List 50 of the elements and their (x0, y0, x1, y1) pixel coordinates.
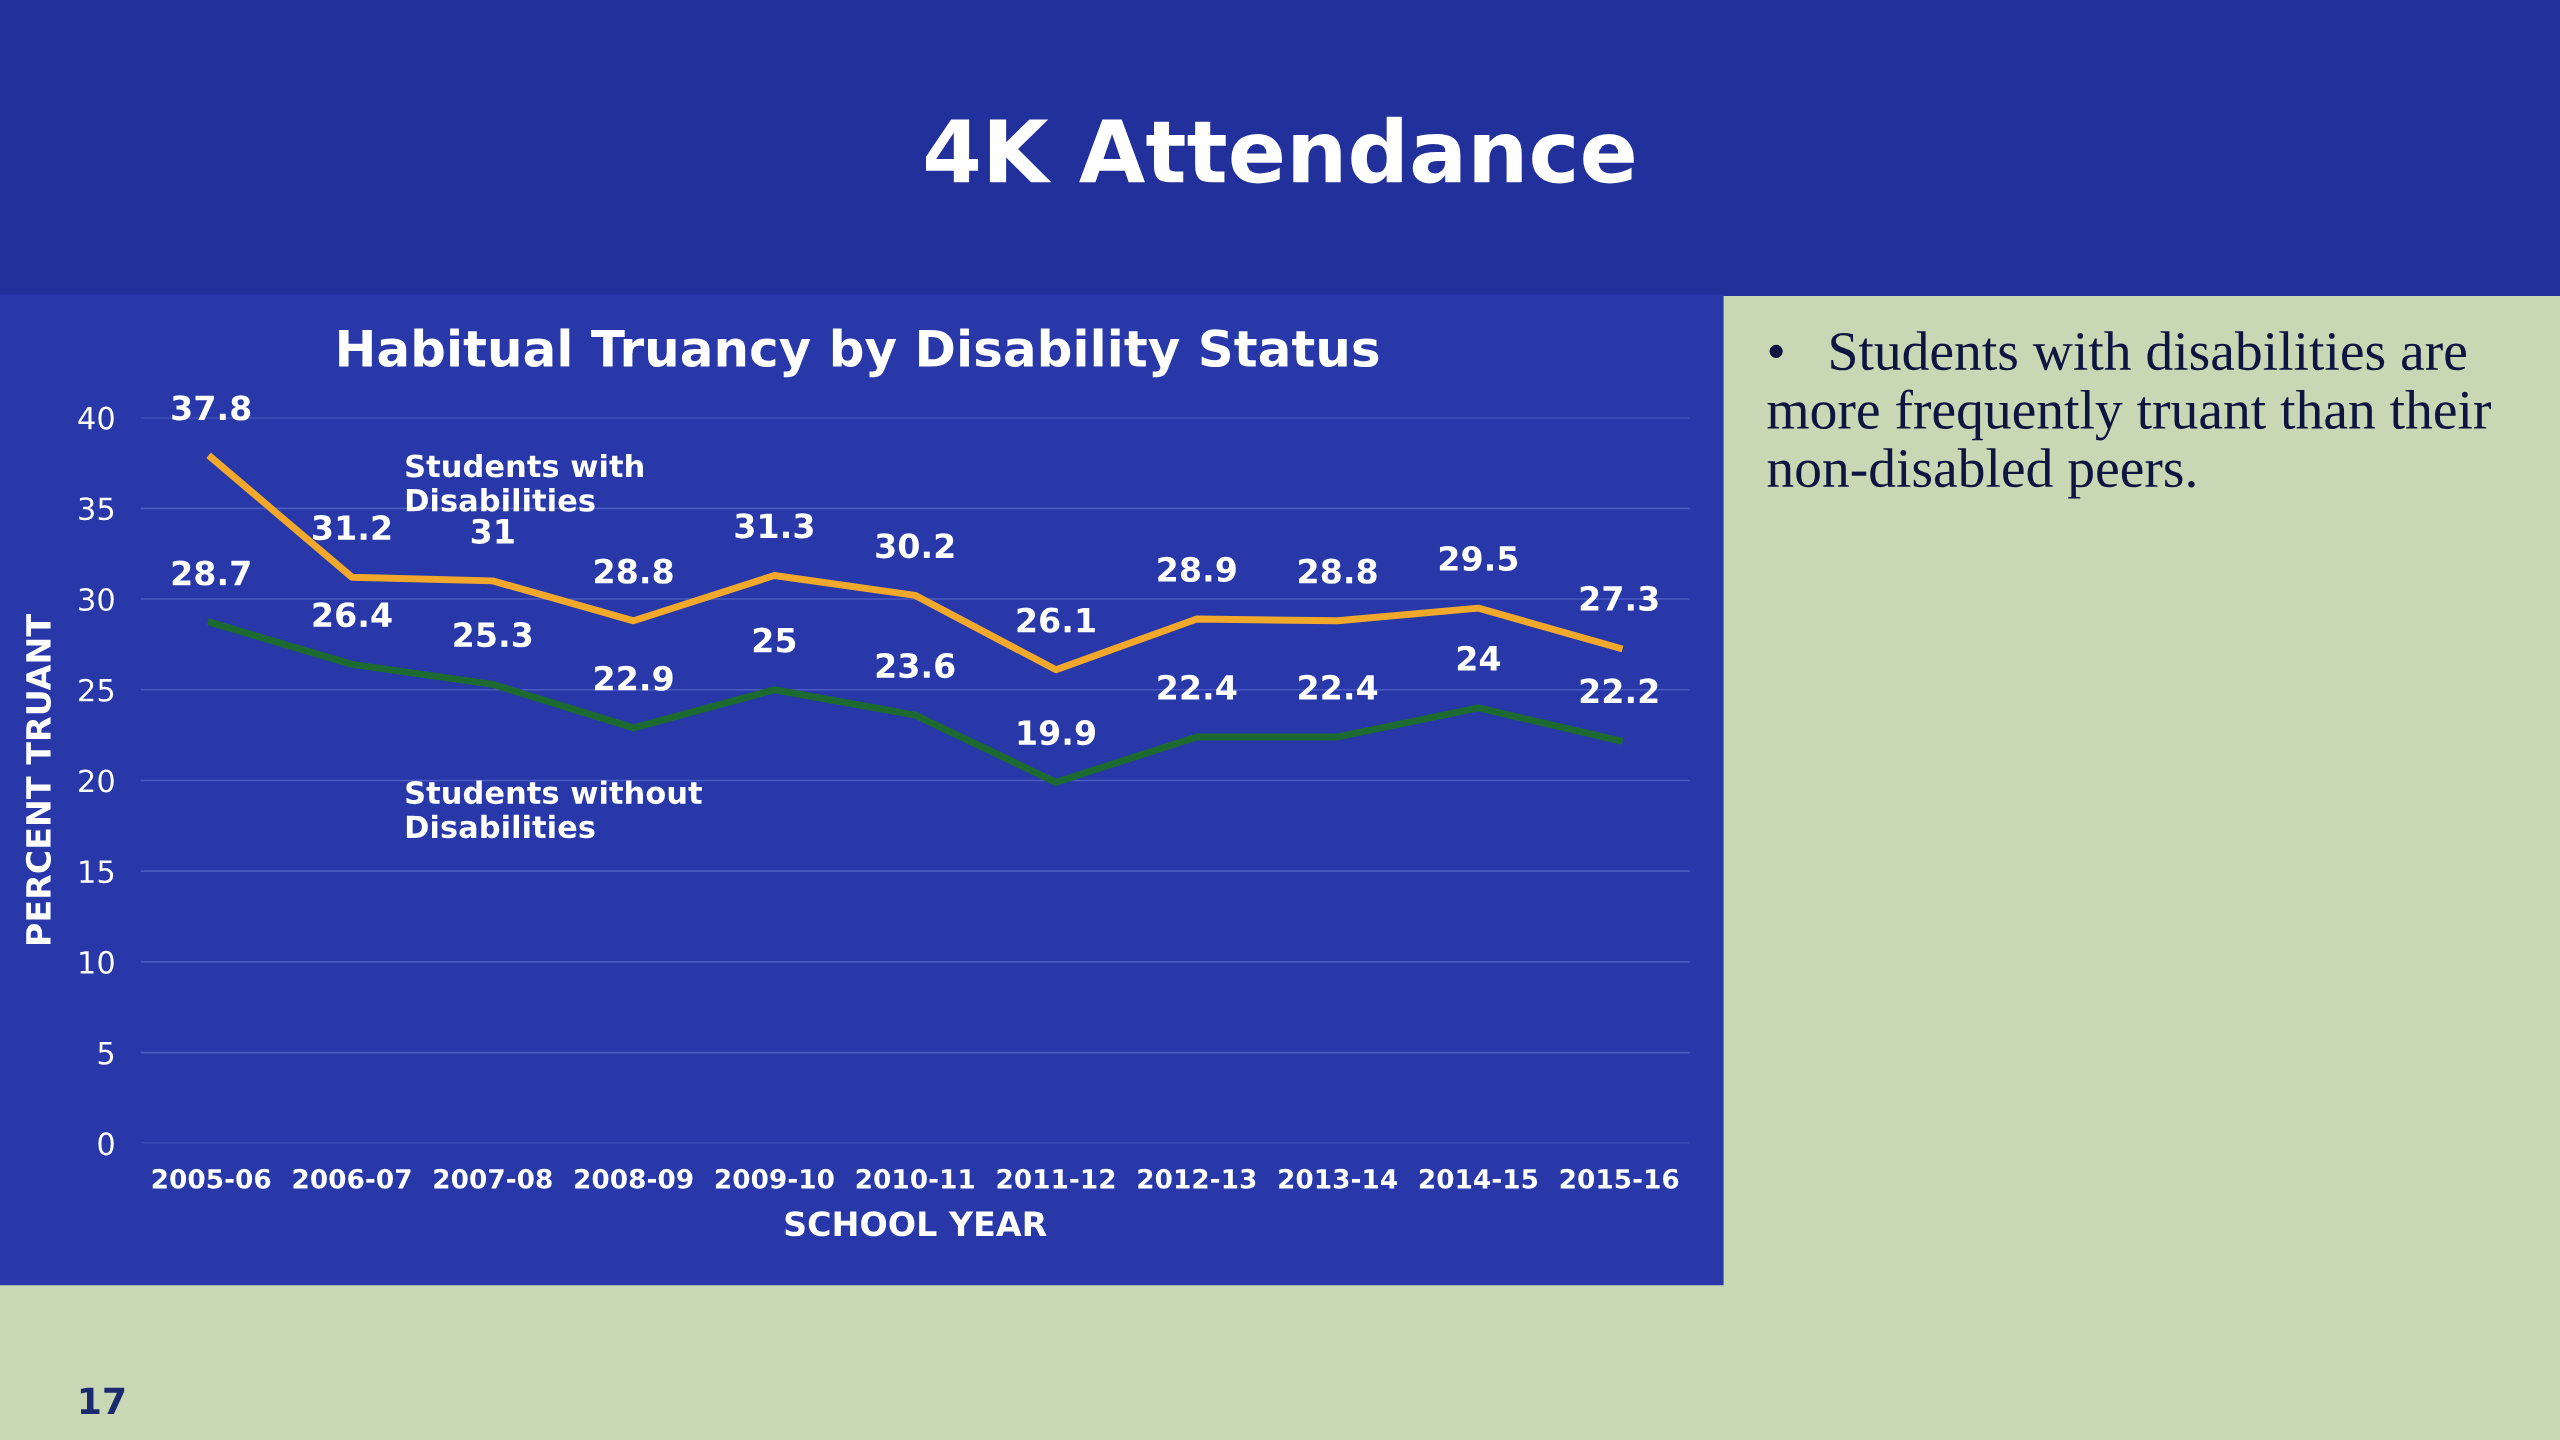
data-label: 31.2 (313, 515, 391, 541)
data-label: 24 (1457, 645, 1501, 671)
x-tick-label: 2006-07 (293, 1168, 411, 1189)
x-tick-label: 2005-06 (152, 1168, 271, 1189)
data-label: 31 (471, 518, 514, 544)
text: Students with Disabilities (406, 453, 643, 512)
y-tick-label: 30 (79, 587, 114, 612)
x-tick-label: 2010-11 (856, 1168, 974, 1189)
data-label: 28.8 (595, 558, 673, 584)
x-axis-title: SCHOOL YEAR (785, 1211, 1047, 1237)
data-label: 29.5 (1439, 545, 1518, 572)
y-tick-label: 15 (80, 860, 114, 884)
x-tick-label: 2014-15 (1419, 1168, 1538, 1189)
x-tick-label: 2015-16 (1560, 1168, 1679, 1189)
data-label: 37.8 (172, 395, 251, 421)
text: Students without Disabilities (406, 780, 702, 839)
data-label: 27.3 (1580, 585, 1658, 612)
y-tick-label: 35 (79, 497, 114, 521)
text: • Students with disabilities are more frequently truant than their non-disabled peers. (1767, 331, 2491, 499)
x-tick-label: 2009-10 (715, 1168, 834, 1189)
text: 17 (80, 1387, 125, 1414)
chart-subtitle: Habitual Truancy by Disability Status (339, 328, 1379, 378)
data-label: 22.4 (1158, 674, 1237, 700)
data-label: 31.3 (735, 513, 813, 539)
data-label: 19.9 (1018, 720, 1095, 746)
y-tick-label: 10 (80, 950, 114, 974)
data-label: 28.7 (172, 560, 250, 586)
y-tick-label: 20 (79, 769, 114, 793)
data-label: 22.2 (1580, 678, 1658, 704)
data-label: 30.2 (876, 533, 954, 559)
x-tick-label: 2013-14 (1279, 1168, 1397, 1189)
chart-title: 4K Attendance (925, 116, 1634, 184)
y-tick-label: 0 (98, 1132, 114, 1156)
y-axis-title: PERCENT TRUANT (25, 614, 52, 945)
x-tick-label: 2011-12 (997, 1168, 1115, 1189)
x-tick-label: 2008-09 (575, 1168, 693, 1189)
data-label: 28.8 (1299, 558, 1377, 584)
data-label: 28.9 (1158, 556, 1236, 582)
data-label: 25.3 (454, 622, 532, 648)
data-label: 25 (753, 627, 796, 653)
x-tick-label: 2012-13 (1138, 1168, 1256, 1189)
y-tick-label: 40 (78, 406, 114, 430)
data-label: 26.1 (1017, 607, 1095, 633)
y-tick-label: 5 (98, 1041, 114, 1065)
y-tick-label: 25 (79, 678, 114, 702)
data-label: 26.4 (313, 602, 392, 628)
data-label: 22.9 (595, 665, 673, 691)
data-label: 23.6 (876, 652, 955, 679)
data-label: 22.4 (1299, 674, 1378, 700)
x-tick-label: 2007-08 (434, 1168, 552, 1189)
